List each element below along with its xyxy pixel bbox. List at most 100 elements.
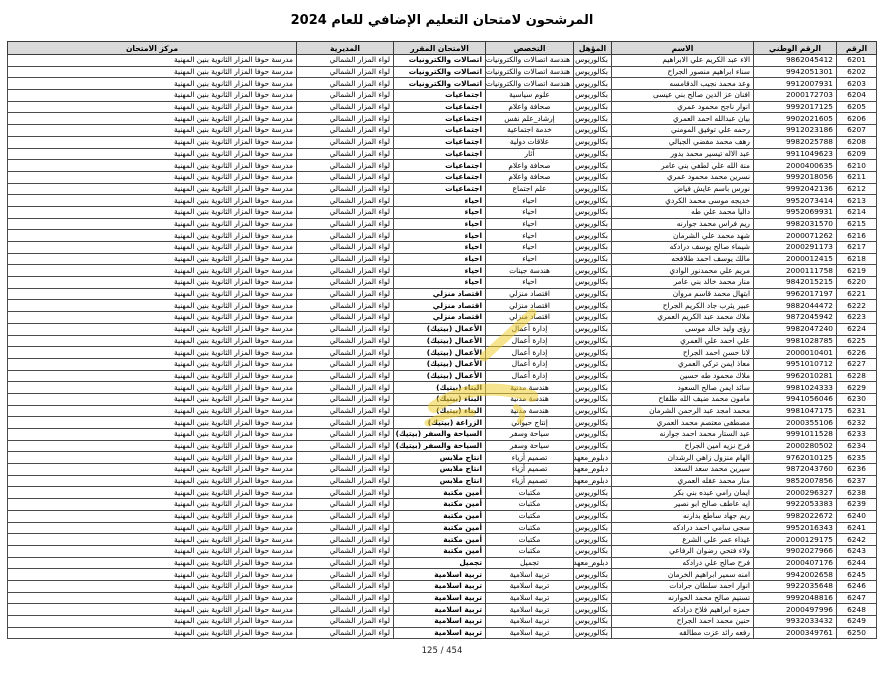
table-row: 6215 9982031570 ريم فراس محمد جوارنه بكالور…	[7, 217, 877, 231]
cell-exam-center: مدرسة حوفا المزار الثانوية بنين المهنية	[7, 276, 297, 289]
cell-number: 6243	[836, 544, 877, 558]
cell-national-id: 2000111758	[753, 264, 837, 278]
table-row: 6211 9992018056 نسرين محمد محمود عمري بكالو…	[7, 170, 877, 184]
table-row: 6218 2000012415 مالك يوسف احمد طلافحه بكالو…	[7, 252, 877, 266]
cell-number: 6221	[836, 287, 877, 301]
cell-exam-center: مدرسة حوفا المزار الثانوية بنين المهنية	[7, 451, 297, 465]
cell-exam-center: مدرسة حوفا المزار الثانوية بنين المهنية	[7, 54, 297, 67]
table-row: 6206 9902021605 بيان عبدالله احمد العمري بك…	[7, 112, 877, 126]
cell-qualification: بكالوريوس	[573, 334, 612, 348]
cell-name: مالك يوسف احمد طلافحه	[611, 252, 754, 266]
cell-exam-center: مدرسة حوفا المزار الثانوية بنين المهنية	[7, 568, 297, 581]
cell-specialization: تصميم أزياء	[485, 474, 574, 488]
cell-qualification: بكالوريوس	[573, 404, 612, 418]
cell-national-id: 9962017197	[753, 287, 837, 301]
cell-directorate: لواء المزار الشمالي	[296, 392, 394, 406]
cell-specialization: إنتاج حيواني	[485, 416, 574, 429]
cell-directorate: لواء المزار الشمالي	[296, 299, 394, 313]
cell-exam: تربية اسلامية	[393, 568, 486, 581]
cell-exam: البناء (بيتيك)	[393, 381, 486, 394]
cell-number: 6222	[836, 299, 877, 313]
header-specialization: التخصص	[485, 41, 574, 55]
cell-name: مامون محمد ضيف الله طلفاح	[611, 392, 754, 406]
cell-exam-center: مدرسة حوفا المزار الثانوية بنين المهنية	[7, 357, 297, 371]
cell-exam: اجتماعيات	[393, 135, 486, 149]
cell-exam: اقتصاد منزلي	[393, 287, 486, 301]
cell-exam-center: مدرسة حوفا المزار الثانوية بنين المهنية	[7, 334, 297, 348]
table-row: 6221 9962017197 ابتهال محمد قاسم مروان بكال…	[7, 287, 877, 301]
table-row: 6207 9912023186 رحمه علي توفيق المومني بكال…	[7, 124, 877, 137]
cell-qualification: بكالوريوس	[573, 100, 612, 114]
cell-national-id: 2000407176	[753, 556, 837, 570]
table-row: 6219 2000111758 مريم علي محمدنور الوادي بكا…	[7, 264, 877, 278]
cell-specialization: علوم سياسية	[485, 89, 574, 102]
cell-specialization: تصميم أزياء	[485, 451, 574, 465]
cell-specialization: مكتبات	[485, 509, 574, 523]
cell-name: الهام منزول زاهي الرشدان	[611, 451, 754, 465]
cell-exam-center: مدرسة حوفا المزار الثانوية بنين المهنية	[7, 416, 297, 429]
cell-exam-center: مدرسة حوفا المزار الثانوية بنين المهنية	[7, 124, 297, 137]
cell-national-id: 2000071262	[753, 229, 837, 242]
table-row: 6203 9912007931 وعد محمد نجيب الدقامسه بكال…	[7, 77, 877, 91]
cell-directorate: لواء المزار الشمالي	[296, 147, 394, 161]
cell-number: 6232	[836, 416, 877, 429]
table-row: 6213 9952073414 خديجه موسى محمد الكردي بكال…	[7, 194, 877, 207]
cell-name: ولاء فتحي رضوان الرفاعي	[611, 544, 754, 558]
cell-specialization: مكتبات	[485, 486, 574, 500]
cell-exam: السياحة والسفر (بيتيك)	[393, 428, 486, 441]
cell-name: شهد محمد علي الشرمان	[611, 229, 754, 242]
cell-number: 6233	[836, 428, 877, 441]
cell-directorate: لواء المزار الشمالي	[296, 568, 394, 581]
table-row: 6227 9951010712 معاذ ايمن تركي العمري بكالو…	[7, 357, 877, 371]
cell-exam: اتصالات والكترونيات	[393, 77, 486, 91]
cell-national-id: 9941056046	[753, 392, 837, 406]
cell-number: 6219	[836, 264, 877, 278]
cell-national-id: 9981047175	[753, 404, 837, 418]
cell-specialization: سياحة وسفر	[485, 439, 574, 453]
cell-name: نورس باسم عايش فياض	[611, 182, 754, 196]
cell-national-id: 9872045942	[753, 311, 837, 324]
cell-specialization: احياء	[485, 205, 574, 219]
table-row: 6226 2000010401 لانا حسن احمد الجراح بكالور…	[7, 346, 877, 359]
cell-exam: اقتصاد منزلي	[393, 311, 486, 324]
cell-directorate: لواء المزار الشمالي	[296, 334, 394, 348]
cell-qualification: بكالوريوس	[573, 626, 612, 640]
cell-directorate: لواء المزار الشمالي	[296, 474, 394, 488]
table-row: 6223 9872045942 ملاك محمد عبد الكريم العمر…	[7, 311, 877, 324]
cell-qualification: بكالوريوس	[573, 346, 612, 359]
cell-national-id: 9902021605	[753, 112, 837, 126]
cell-number: 6240	[836, 509, 877, 523]
cell-number: 6218	[836, 252, 877, 266]
cell-directorate: لواء المزار الشمالي	[296, 205, 394, 219]
cell-national-id: 9962010281	[753, 369, 837, 383]
cell-exam: احياء	[393, 205, 486, 219]
cell-specialization: تربية اسلامية	[485, 603, 574, 616]
cell-directorate: لواء المزار الشمالي	[296, 626, 394, 640]
cell-specialization: هندسة اتصالات والكترونيات	[485, 65, 574, 79]
table-row: 6214 9952069931 داليا محمد علي طه بكالوريوس…	[7, 205, 877, 219]
cell-exam: احياء	[393, 229, 486, 242]
cell-qualification: بكالوريوس	[573, 252, 612, 266]
cell-number: 6234	[836, 439, 877, 453]
cell-directorate: لواء المزار الشمالي	[296, 77, 394, 91]
cell-number: 6242	[836, 533, 877, 546]
cell-number: 6238	[836, 486, 877, 500]
cell-name: شيماء صالح يوسف درادكه	[611, 241, 754, 254]
cell-qualification: بكالوريوس	[573, 182, 612, 196]
cell-qualification: بكالوريوس	[573, 369, 612, 383]
cell-name: ملاك محمد عبد الكريم العمري	[611, 311, 754, 324]
cell-exam-center: مدرسة حوفا المزار الثانوية بنين المهنية	[7, 603, 297, 616]
cell-specialization: تربية اسلامية	[485, 615, 574, 628]
cell-exam: تربية اسلامية	[393, 626, 486, 640]
cell-name: ايمان رامي عبده بني بكر	[611, 486, 754, 500]
cell-exam-center: مدرسة حوفا المزار الثانوية بنين المهنية	[7, 322, 297, 336]
table-row: 6208 9982025788 رهف محمد مفضي الجبالي بكالو…	[7, 135, 877, 149]
cell-exam: البناء (بيتيك)	[393, 392, 486, 406]
table-row: 6209 9911049623 عبد الاله تيسير محمد بدور ب…	[7, 147, 877, 161]
cell-exam-center: مدرسة حوفا المزار الثانوية بنين المهنية	[7, 217, 297, 231]
cell-name: ابتهال محمد قاسم مروان	[611, 287, 754, 301]
cell-directorate: لواء المزار الشمالي	[296, 486, 394, 500]
cell-number: 6244	[836, 556, 877, 570]
cell-qualification: بكالوريوس	[573, 217, 612, 231]
cell-qualification: بكالوريوس	[573, 498, 612, 511]
